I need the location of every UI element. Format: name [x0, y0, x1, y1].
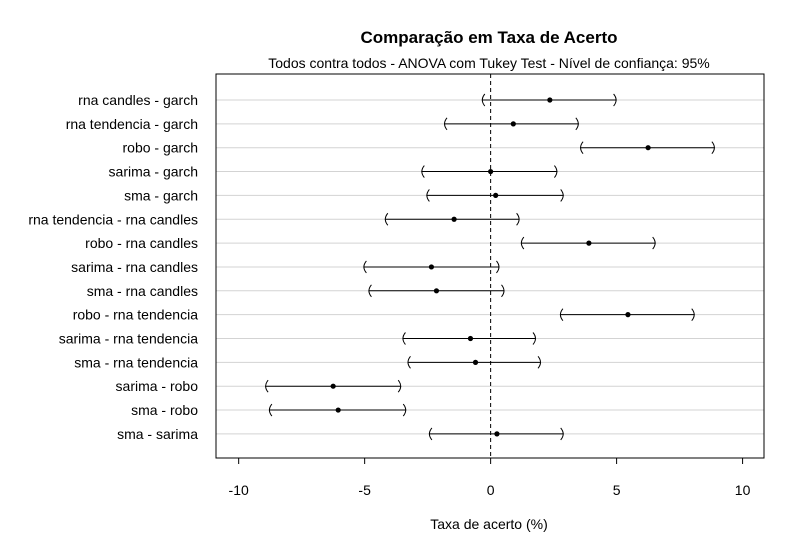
x-axis-label: Taxa de acerto (%) — [430, 516, 548, 532]
chart-title: Comparação em Taxa de Acerto — [361, 28, 618, 47]
x-tick-label: 10 — [735, 482, 751, 498]
estimate-point — [330, 383, 336, 389]
x-tick-label: 0 — [487, 482, 495, 498]
lower-bound-mark — [363, 260, 367, 274]
lower-bound-mark — [268, 403, 273, 417]
upper-bound-mark — [652, 236, 656, 250]
upper-bound-mark — [496, 260, 500, 274]
category-labels: rna candles - garch rna tendencia - garch… — [28, 92, 198, 442]
category-label: sma - sarima — [117, 426, 198, 442]
category-label: robo - rna candles — [85, 235, 198, 251]
upper-bound-mark — [554, 165, 558, 178]
estimate-point — [428, 264, 435, 270]
upper-bound-mark — [613, 93, 617, 107]
category-label: rna tendencia - garch — [66, 116, 198, 132]
upper-bound-mark — [691, 308, 695, 321]
estimate-point — [547, 97, 553, 103]
category-label: robo - rna tendencia — [73, 307, 199, 323]
lower-bound-mark — [444, 117, 448, 131]
upper-bound-mark — [516, 212, 520, 226]
lower-bound-mark — [481, 93, 486, 107]
lower-bound-mark — [559, 308, 564, 321]
estimate-point — [586, 240, 592, 246]
category-label: sma - garch — [124, 187, 198, 203]
x-tick-label: -5 — [358, 482, 371, 498]
plot-frame — [215, 73, 765, 459]
upper-bound-mark — [501, 284, 505, 298]
upper-bound-mark — [560, 189, 564, 202]
upper-bound-mark — [402, 403, 407, 417]
category-label: sma - robo — [131, 402, 198, 418]
estimate-point — [645, 145, 651, 151]
lower-bound-mark — [428, 427, 433, 441]
category-label: robo - garch — [123, 140, 198, 156]
estimate-point — [625, 312, 631, 318]
estimate-point — [335, 407, 341, 413]
estimate-point — [510, 121, 516, 127]
category-label: rna candles - garch — [78, 92, 198, 108]
category-label: sma - rna tendencia — [74, 354, 198, 370]
chart-subtitle: Todos contra todos - ANOVA com Tukey Tes… — [268, 55, 709, 71]
x-tick-label: 5 — [613, 482, 621, 498]
estimate-point — [467, 335, 474, 342]
estimate-point — [488, 168, 494, 175]
estimate-point — [433, 288, 440, 294]
upper-bound-mark — [711, 141, 715, 155]
category-label: sarima - garch — [109, 164, 198, 180]
upper-bound-mark — [537, 356, 542, 369]
estimate-point — [451, 216, 457, 222]
upper-bound-mark — [560, 427, 564, 441]
x-axis-ticks: -10 -5 0 5 10 — [229, 458, 751, 498]
category-label: sarima - robo — [116, 378, 199, 394]
x-tick-label: -10 — [229, 482, 249, 498]
lower-bound-mark — [426, 189, 430, 202]
lower-bound-mark — [265, 379, 269, 393]
category-label: sarima - rna tendencia — [59, 331, 199, 347]
upper-bound-mark — [397, 379, 402, 393]
lower-bound-mark — [384, 212, 389, 226]
upper-bound-mark — [575, 117, 579, 131]
lower-bound-mark — [520, 236, 525, 250]
category-label: rna tendencia - rna candles — [28, 211, 198, 227]
estimate-point — [493, 192, 499, 198]
lower-bound-mark — [407, 356, 411, 369]
lower-bound-mark — [421, 165, 425, 178]
lower-bound-mark — [402, 332, 406, 345]
category-label: sma - rna candles — [87, 283, 198, 299]
estimate-point — [494, 431, 500, 437]
intervals — [265, 93, 715, 441]
lower-bound-mark — [580, 141, 584, 155]
lower-bound-mark — [368, 284, 372, 298]
estimate-point — [472, 359, 479, 365]
upper-bound-mark — [532, 332, 536, 345]
category-label: sarima - rna candles — [71, 259, 198, 275]
